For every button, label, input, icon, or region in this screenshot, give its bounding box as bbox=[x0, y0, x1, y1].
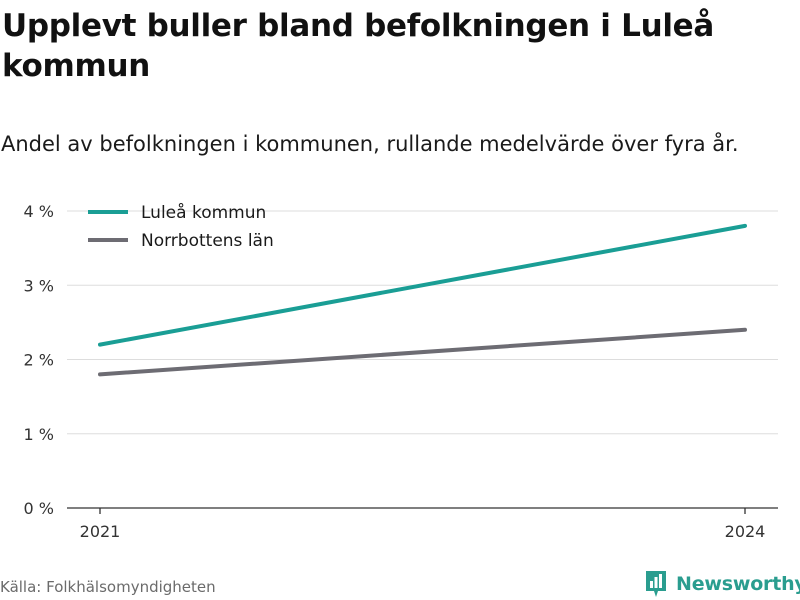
y-tick-label: 3 % bbox=[24, 276, 54, 295]
newsworthy-logo-text: Newsworthy bbox=[676, 573, 800, 595]
chart-subtitle: Andel av befolkningen i kommunen, rullan… bbox=[1, 132, 739, 156]
y-tick-label: 4 % bbox=[24, 202, 54, 221]
x-tick-label: 2021 bbox=[80, 522, 121, 541]
legend-label: Norrbottens län bbox=[141, 231, 274, 251]
y-tick-label: 0 % bbox=[24, 499, 54, 518]
newsworthy-logo[interactable]: Newsworthy bbox=[644, 569, 800, 599]
series-line-lulea bbox=[98, 223, 747, 347]
legend-label: Luleå kommun bbox=[141, 202, 266, 223]
x-tick-label: 2024 bbox=[725, 522, 766, 541]
y-tick-label: 2 % bbox=[24, 351, 54, 370]
source-note: Källa: Folkhälsomyndigheten bbox=[0, 578, 216, 596]
chart-title: Upplevt buller bland befolkningen i Lule… bbox=[2, 8, 715, 84]
series-line-norrbotten bbox=[98, 327, 747, 377]
y-tick-label: 1 % bbox=[24, 425, 54, 444]
newsworthy-logo-icon bbox=[646, 571, 666, 597]
